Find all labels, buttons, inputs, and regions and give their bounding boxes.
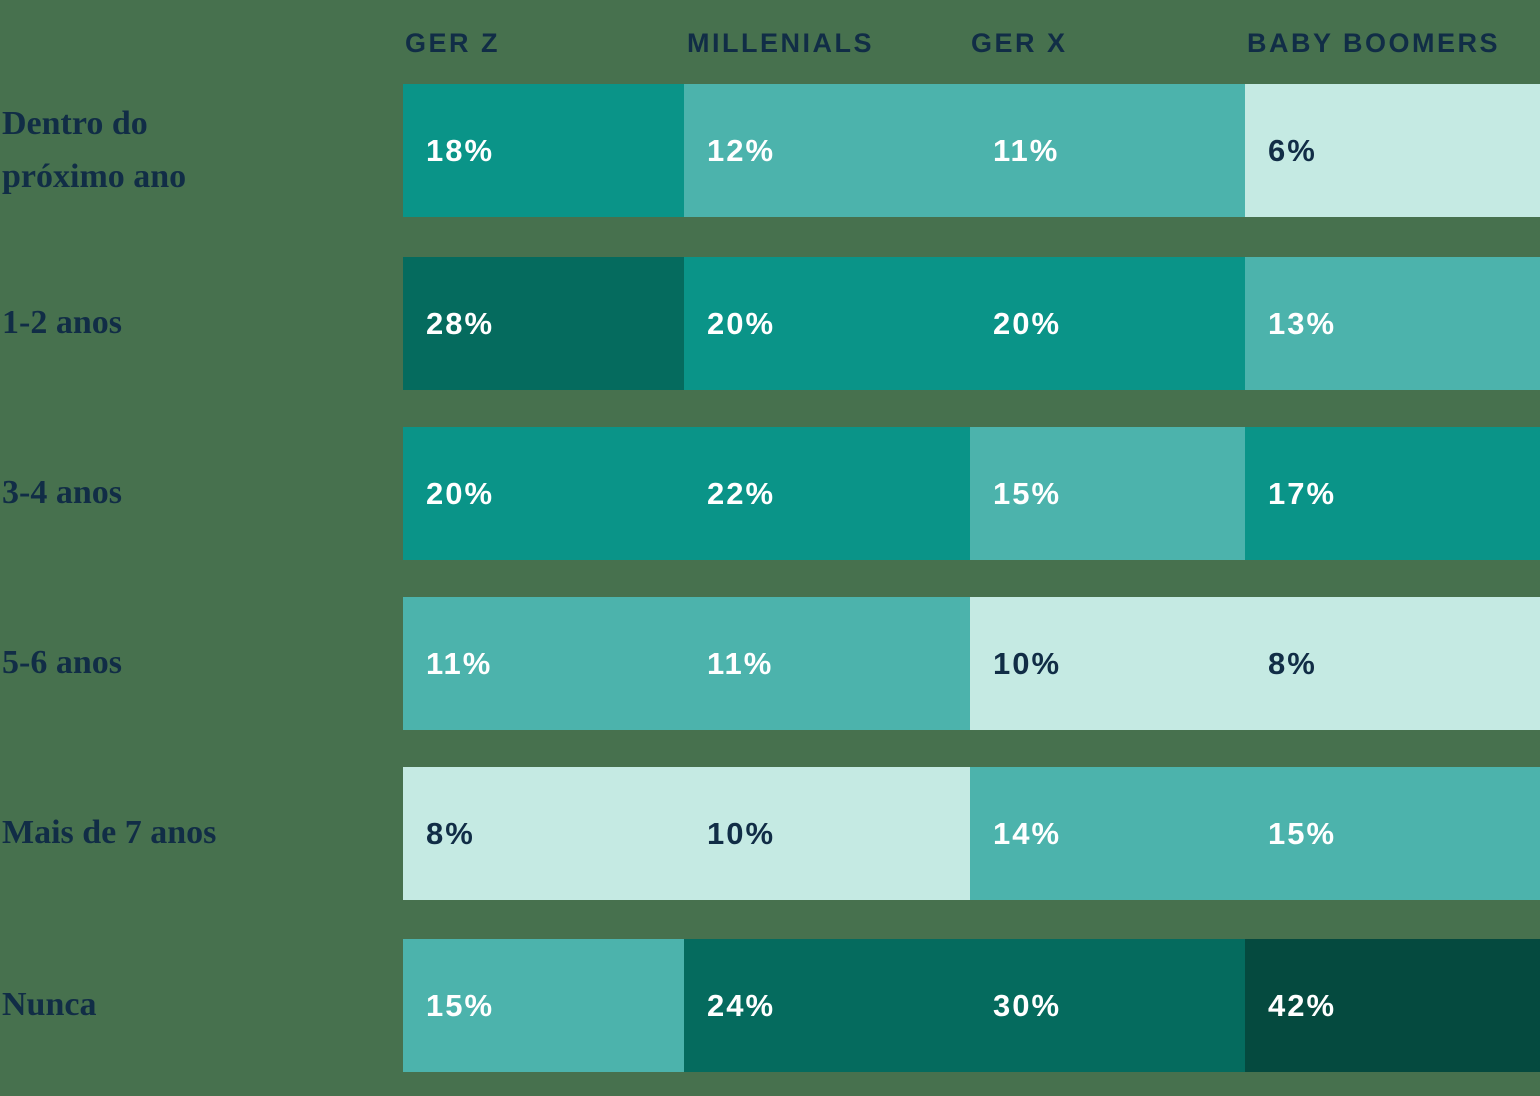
row-label: 3-4 anos xyxy=(2,474,122,512)
cell: 15% xyxy=(403,939,684,1072)
row-label: 5-6 anos xyxy=(2,644,122,682)
cell: 28% xyxy=(403,257,684,390)
column-header-ger-x: GER X xyxy=(971,28,1068,58)
cell: 12% xyxy=(684,84,970,217)
cell: 18% xyxy=(403,84,684,217)
row-label: Dentro do próximo ano xyxy=(2,104,187,195)
cell: 15% xyxy=(1245,767,1540,900)
cell: 8% xyxy=(403,767,684,900)
table-row: Nunca 15% 24% 30% 42% xyxy=(0,939,1540,1072)
cell: 20% xyxy=(403,427,684,560)
column-header-baby-boomers: BABY BOOMERS xyxy=(1247,28,1501,58)
column-header-millenials: MILLENIALS xyxy=(687,28,874,58)
cell: 15% xyxy=(970,427,1245,560)
cell: 11% xyxy=(970,84,1245,217)
table-row: 1-2 anos 28% 20% 20% 13% xyxy=(0,257,1540,390)
cell: 17% xyxy=(1245,427,1540,560)
table-row: Mais de 7 anos 8% 10% 14% 15% xyxy=(0,767,1540,900)
table-row: Dentro do próximo ano 18% 12% 11% 6% xyxy=(0,84,1540,217)
cell: 10% xyxy=(684,767,970,900)
table-row: 3-4 anos 20% 22% 15% 17% xyxy=(0,427,1540,560)
row-label: Mais de 7 anos xyxy=(2,814,217,852)
cell: 6% xyxy=(1245,84,1540,217)
cell: 24% xyxy=(684,939,970,1072)
row-label: 1-2 anos xyxy=(2,304,122,342)
column-header-ger-z: GER Z xyxy=(405,28,501,58)
row-label: Nunca xyxy=(2,986,97,1024)
cell: 11% xyxy=(403,597,684,730)
cell: 13% xyxy=(1245,257,1540,390)
cell: 42% xyxy=(1245,939,1540,1072)
cell: 30% xyxy=(970,939,1245,1072)
table-row: 5-6 anos 11% 11% 10% 8% xyxy=(0,597,1540,730)
cell: 22% xyxy=(684,427,970,560)
cell: 20% xyxy=(684,257,970,390)
cell: 11% xyxy=(684,597,970,730)
cell: 14% xyxy=(970,767,1245,900)
cell: 10% xyxy=(970,597,1245,730)
cell: 20% xyxy=(970,257,1245,390)
cell: 8% xyxy=(1245,597,1540,730)
